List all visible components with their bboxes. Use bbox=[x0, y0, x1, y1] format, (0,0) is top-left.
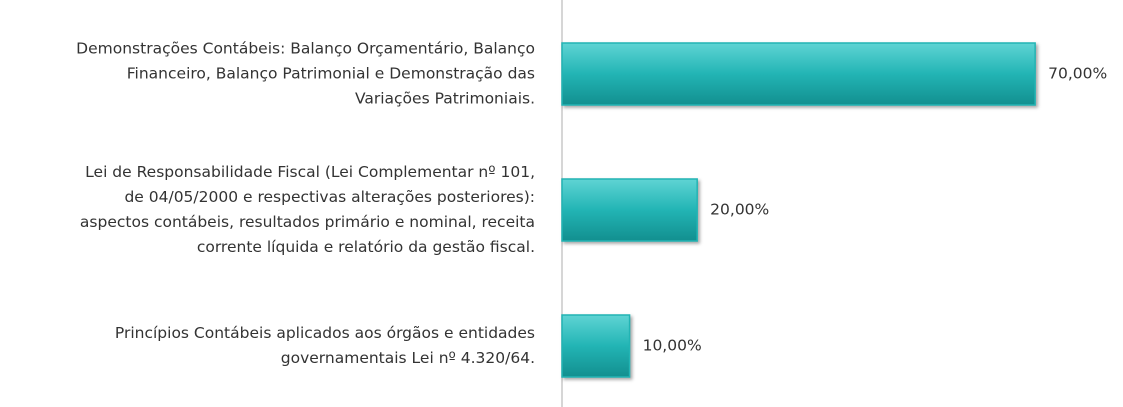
category-label: Princípios Contábeis aplicados aos órgão… bbox=[114, 324, 535, 367]
category-label: Lei de Responsabilidade Fiscal (Lei Comp… bbox=[79, 163, 535, 256]
value-label: 10,00% bbox=[643, 337, 702, 355]
bar bbox=[561, 314, 631, 378]
bar bbox=[561, 178, 698, 242]
value-label: 70,00% bbox=[1048, 65, 1107, 83]
bar bbox=[561, 42, 1036, 106]
category-label: Demonstrações Contábeis: Balanço Orçamen… bbox=[76, 39, 535, 108]
value-label: 20,00% bbox=[710, 201, 769, 219]
